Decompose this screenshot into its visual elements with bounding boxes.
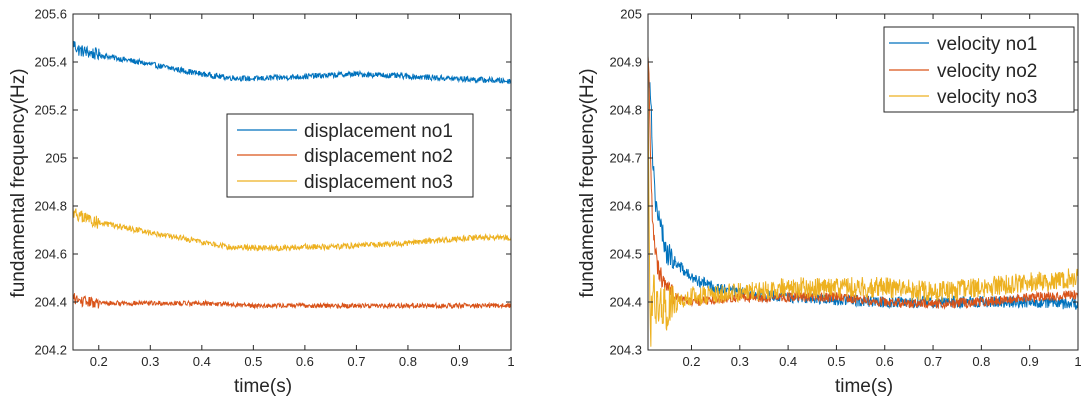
x-axis-label: time(s) <box>234 376 292 397</box>
y-axis-label: fundamental frequency(Hz) <box>577 68 598 297</box>
y-tick-label: 204.2 <box>34 343 67 358</box>
legend-label: displacement no2 <box>304 146 453 167</box>
y-tick-label: 204.8 <box>609 103 642 118</box>
series-layer <box>648 49 1078 347</box>
y-tick-label: 204.3 <box>609 343 642 358</box>
y-axis-label: fundamental frequency(Hz) <box>8 68 29 297</box>
series-line <box>648 49 1078 347</box>
y-tick-label: 204.8 <box>34 199 67 214</box>
y-tick-label: 205 <box>45 151 67 166</box>
y-tick-label: 205.2 <box>34 103 67 118</box>
series-line <box>73 207 511 252</box>
y-tick-label: 204.5 <box>609 247 642 262</box>
y-tick-label: 204.4 <box>609 295 642 310</box>
legend: velocity no1 velocity no2 velocity no3 <box>883 26 1075 113</box>
y-tick-label: 204.6 <box>34 247 67 262</box>
axes-frame <box>647 13 1079 351</box>
y-tick-label: 205 <box>620 7 642 22</box>
y-tick-label: 204.9 <box>609 55 642 70</box>
legend-label: velocity no1 <box>937 34 1037 55</box>
x-tick-label: 0.5 <box>827 354 845 369</box>
x-tick-label: 0.2 <box>90 354 108 369</box>
y-tick-label: 205.6 <box>34 7 67 22</box>
x-tick-label: 0.7 <box>347 354 365 369</box>
series-line <box>73 40 511 85</box>
series-line <box>73 293 511 310</box>
y-tick-label: 204.6 <box>609 199 642 214</box>
x-tick-label: 0.9 <box>1021 354 1039 369</box>
x-tick-label: 0.9 <box>450 354 468 369</box>
axes-layer: 0.2 0.3 0.4 0.5 0.6 0.7 0.8 0.9 1 204.2 204.4 204.6… <box>34 7 514 370</box>
x-tick-label: 0.8 <box>972 354 990 369</box>
x-tick-label: 0.2 <box>682 354 700 369</box>
axes-frame <box>72 13 512 351</box>
x-tick-label: 0.6 <box>876 354 894 369</box>
x-tick-label: 0.3 <box>141 354 159 369</box>
velocity-chart: 0.2 0.3 0.4 0.5 0.6 0.7 0.8 0.9 1 204.3 204.4 204.5… <box>577 7 1081 398</box>
displacement-chart: 0.2 0.3 0.4 0.5 0.6 0.7 0.8 0.9 1 204.2 204.4 204.6… <box>8 7 515 398</box>
x-axis-label: time(s) <box>835 376 893 397</box>
legend-label: velocity no2 <box>937 61 1037 82</box>
x-tick-label: 1 <box>507 354 514 369</box>
x-tick-label: 0.3 <box>731 354 749 369</box>
x-tick-label: 0.6 <box>296 354 314 369</box>
x-tick-label: 0.4 <box>779 354 797 369</box>
x-tick-label: 1 <box>1074 354 1081 369</box>
series-layer <box>73 40 511 310</box>
legend-label: displacement no3 <box>304 172 453 193</box>
legend: displacement no1 displacement no2 displa… <box>226 113 474 198</box>
x-tick-label: 0.7 <box>924 354 942 369</box>
axes-layer: 0.2 0.3 0.4 0.5 0.6 0.7 0.8 0.9 1 204.3 204.4 204.5… <box>609 7 1081 370</box>
legend-label: velocity no3 <box>937 87 1037 108</box>
x-tick-label: 0.8 <box>399 354 417 369</box>
x-tick-label: 0.4 <box>193 354 211 369</box>
y-tick-label: 205.4 <box>34 55 67 70</box>
legend-label: displacement no1 <box>304 121 453 142</box>
y-tick-label: 204.4 <box>34 295 67 310</box>
y-tick-label: 204.7 <box>609 151 642 166</box>
x-tick-label: 0.5 <box>244 354 262 369</box>
